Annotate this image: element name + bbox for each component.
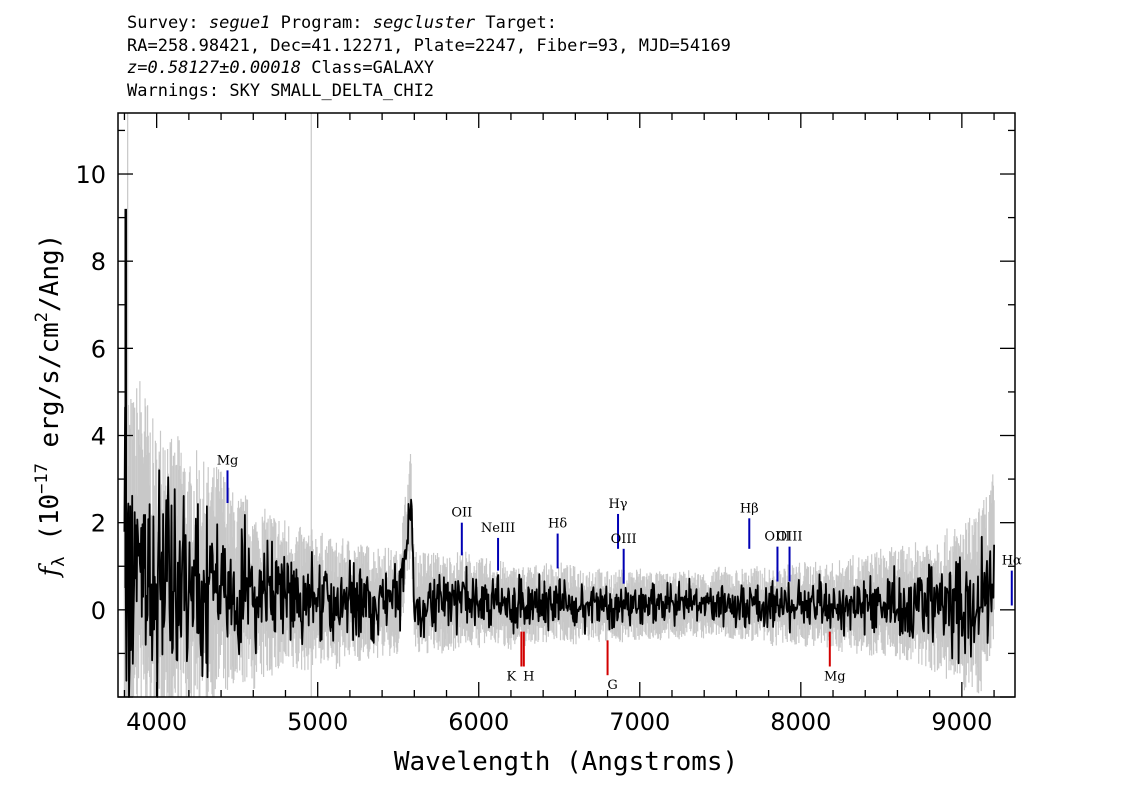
x-tick-label: 6000 — [448, 708, 509, 736]
emission-line-label: NeIII — [481, 521, 515, 536]
emission-line-label: Hβ — [740, 501, 759, 516]
redshift-value: z=0.58127±0.00018 — [127, 58, 301, 78]
survey-label: Survey: — [127, 13, 199, 33]
emission-line-label: OIII — [611, 532, 637, 547]
y-tick-label: 0 — [91, 597, 106, 625]
survey-value: segue1 — [208, 13, 271, 33]
spectrum-header: Survey: segue1 Program: segcluster Targe… — [127, 12, 731, 102]
y-tick-label: 8 — [91, 248, 106, 276]
header-line-3: z=0.58127±0.00018 Class=GALAXY — [127, 57, 731, 80]
plot-frame — [117, 112, 1016, 698]
x-tick-label: 8000 — [770, 708, 831, 736]
absorption-line-label: H — [523, 669, 534, 684]
emission-line-label: Hγ — [608, 497, 627, 512]
x-tick-label: 7000 — [609, 708, 670, 736]
emission-line-label: OIII — [764, 530, 790, 545]
y-tick-label: 6 — [91, 335, 106, 363]
target-label: Target: — [485, 13, 557, 33]
y-tick-label: 10 — [75, 161, 106, 189]
emission-line-label: Mg — [217, 453, 239, 468]
class-value: Class=GALAXY — [311, 58, 435, 78]
flux-series — [123, 208, 995, 698]
absorption-line-label: Mg — [824, 669, 846, 684]
header-line-2: RA=258.98421, Dec=41.12271, Plate=2247, … — [127, 35, 731, 56]
x-tick-label: 4000 — [126, 708, 187, 736]
program-value: segcluster — [372, 13, 476, 33]
absorption-line-label: K — [507, 669, 517, 684]
header-line-4: Warnings: SKY SMALL_DELTA_CHI2 — [127, 80, 435, 101]
emission-line-label: OII — [451, 506, 472, 521]
x-tick-label: 5000 — [287, 708, 348, 736]
flux-line — [123, 406, 995, 698]
absorption-line-label: G — [607, 678, 617, 693]
axis-ticks: 4000 5000 6000 7000 8000 9000 0 2 4 6 8 10 — [75, 113, 1015, 736]
program-label: Program: — [280, 13, 363, 33]
y-tick-label: 2 — [91, 510, 106, 538]
x-tick-label: 9000 — [931, 708, 992, 736]
x-axis-title: Wavelength (Angstroms) — [394, 747, 738, 777]
emission-line-label: Hα — [1002, 554, 1022, 569]
y-axis-title: fλ (10−17 erg/s/cm2/Ang) — [32, 234, 69, 579]
header-line-1: Survey: segue1 Program: segcluster Targe… — [127, 12, 731, 35]
emission-line-label: Hδ — [548, 517, 567, 532]
y-tick-label: 4 — [91, 423, 106, 451]
emission-line-label: OIII — [777, 530, 803, 545]
